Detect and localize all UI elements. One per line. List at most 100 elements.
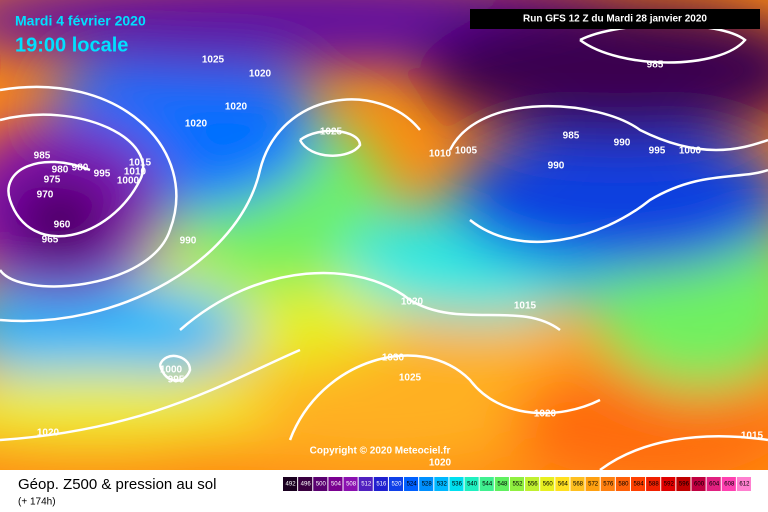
isobar-label: 990	[548, 161, 565, 172]
isobar-label: 1000	[160, 365, 183, 376]
isobar-label: 1025	[320, 127, 343, 138]
isobar-label: 1015	[741, 431, 764, 442]
legend-swatch	[419, 477, 434, 491]
legend-label: 540	[467, 482, 478, 488]
legend-swatch	[494, 477, 509, 491]
isobar-label: 995	[168, 375, 185, 386]
legend-label: 492	[286, 482, 297, 488]
isobar-label: 960	[54, 220, 71, 231]
isobar-label: 1025	[399, 373, 422, 384]
legend-label: 536	[452, 482, 463, 488]
isobar-label: 1010	[124, 167, 147, 178]
legend-swatch	[313, 477, 328, 491]
isobar-label: 1000	[679, 146, 702, 157]
legend-label: 548	[497, 482, 508, 488]
legend-label: 572	[588, 482, 599, 488]
legend-label: 524	[407, 482, 418, 488]
legend-swatch	[479, 477, 494, 491]
date: Mardi 4 février 2020	[15, 13, 146, 29]
legend-swatch	[600, 477, 615, 491]
legend-label: 556	[528, 482, 539, 488]
legend-swatch	[615, 477, 630, 491]
run-box	[470, 9, 760, 29]
isobar-label: 985	[34, 151, 51, 162]
isobar-label: 975	[44, 175, 61, 186]
field	[0, 0, 768, 470]
legend-label: 576	[603, 482, 614, 488]
legend-label: 516	[376, 482, 387, 488]
legend-label: 600	[694, 482, 705, 488]
isobar-label: 1020	[429, 458, 452, 469]
legend-label: 544	[482, 482, 493, 488]
run-info: Run GFS 12 Z du Mardi 28 janvier 2020	[523, 14, 707, 25]
isobar-label: 1020	[401, 297, 424, 308]
legend-swatch	[736, 477, 751, 491]
legend-label: 496	[301, 482, 312, 488]
legend-swatch	[661, 477, 676, 491]
isobar-label: 1025	[202, 55, 225, 66]
legend-label: 560	[543, 482, 554, 488]
legend-label: 508	[346, 482, 357, 488]
isobar-label: 1020	[534, 409, 557, 420]
isobar-label: 1020	[185, 119, 208, 130]
legend-swatch	[343, 477, 358, 491]
legend-swatch	[646, 477, 661, 491]
legend-swatch	[706, 477, 721, 491]
legend-swatch	[298, 477, 313, 491]
legend-swatch	[404, 477, 419, 491]
legend-swatch	[464, 477, 479, 491]
legend-label: 500	[316, 482, 327, 488]
isobar-label: 1030	[382, 353, 405, 364]
legend-swatch	[570, 477, 585, 491]
legend-label: 568	[573, 482, 584, 488]
legend-swatch	[525, 477, 540, 491]
isobar-label: 1000	[117, 176, 140, 187]
legend-swatch	[358, 477, 373, 491]
isobar-label: 995	[94, 169, 111, 180]
isobar-label: 1010	[429, 149, 452, 160]
legend-swatch	[434, 477, 449, 491]
legend-label: 588	[649, 482, 660, 488]
legend-swatch	[676, 477, 691, 491]
isobar-label: 985	[647, 60, 664, 71]
isobar-label: 1020	[225, 102, 248, 113]
legend-swatch	[585, 477, 600, 491]
legend-swatch	[540, 477, 555, 491]
isobar-label: 1020	[37, 428, 60, 439]
legend-swatch	[555, 477, 570, 491]
isobar-label: 990	[180, 236, 197, 247]
legend-label: 504	[331, 482, 342, 488]
legend-swatch	[630, 477, 646, 491]
time: 19:00 locale	[15, 34, 128, 56]
legend-label: 580	[618, 482, 629, 488]
legend-label: 584	[634, 482, 645, 488]
isobar-label: 970	[37, 190, 54, 201]
isobar-label: 1020	[249, 69, 272, 80]
isobar-label: 1015	[129, 158, 152, 169]
isobar-label: 985	[563, 131, 580, 142]
legend-swatch	[388, 477, 404, 491]
legend-label: 552	[512, 482, 523, 488]
legend-label: 596	[679, 482, 690, 488]
legend-label: 528	[422, 482, 433, 488]
isobar-label: 965	[42, 235, 59, 246]
legend-label: 608	[724, 482, 735, 488]
legend-label: 532	[437, 482, 448, 488]
legend-swatch	[328, 477, 343, 491]
legend-swatch	[691, 477, 706, 491]
footer-subtitle: (+ 174h)	[18, 497, 56, 508]
footer-title: Géop. Z500 & pression au sol	[18, 476, 216, 493]
isobar-label: 995	[649, 146, 666, 157]
legend-swatch	[449, 477, 464, 491]
copyright: Copyright © 2020 Meteociel.fr	[310, 446, 451, 457]
legend-swatch	[373, 477, 388, 491]
legend-label: 512	[361, 482, 372, 488]
legend-label: 592	[664, 482, 675, 488]
legend-label: 604	[709, 482, 720, 488]
legend-swatch	[509, 477, 525, 491]
legend-swatch	[721, 477, 736, 491]
legend-label: 612	[739, 482, 750, 488]
isobar-label: 1005	[455, 146, 478, 157]
